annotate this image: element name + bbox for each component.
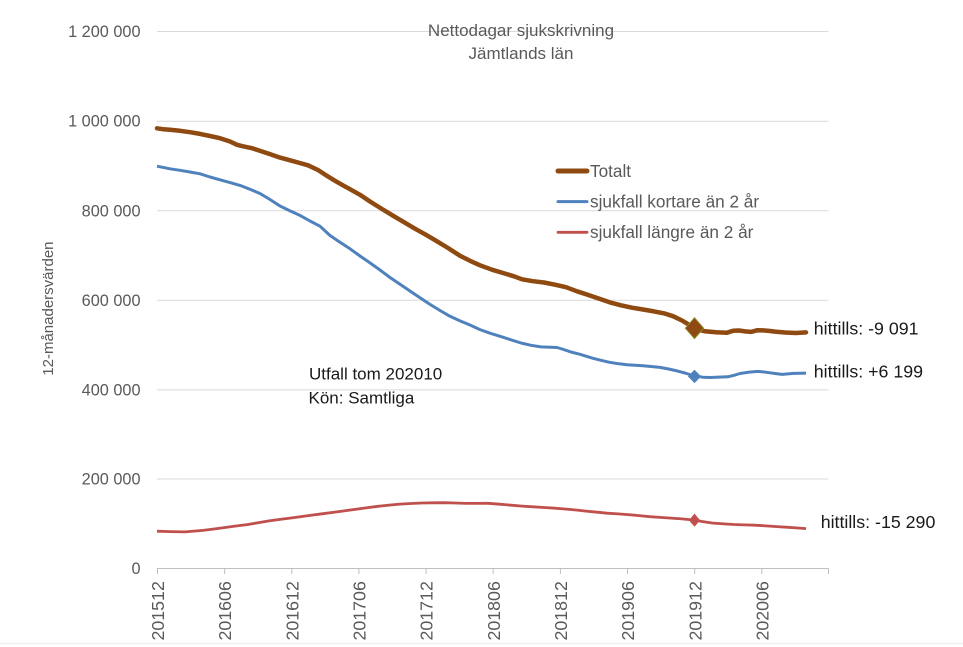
svg-text:hittills: +6 199: hittills: +6 199	[814, 362, 923, 382]
svg-text:hittills: -15 290: hittills: -15 290	[821, 512, 936, 532]
svg-text:200 000: 200 000	[82, 471, 141, 489]
svg-text:201512: 201512	[148, 581, 168, 640]
svg-text:hittills: -9 091: hittills: -9 091	[814, 319, 919, 339]
svg-text:Kön: Samtliga: Kön: Samtliga	[309, 388, 415, 407]
svg-text:201612: 201612	[282, 581, 302, 640]
svg-text:202006: 202006	[752, 581, 772, 640]
svg-text:sjukfall längre än 2 år: sjukfall längre än 2 år	[590, 222, 754, 242]
svg-text:201812: 201812	[551, 581, 571, 640]
svg-text:201912: 201912	[685, 581, 705, 640]
svg-text:Nettodagar sjukskrivning: Nettodagar sjukskrivning	[428, 21, 614, 40]
svg-text:0: 0	[131, 560, 140, 578]
svg-text:Jämtlands län: Jämtlands län	[469, 44, 574, 63]
svg-text:600 000: 600 000	[82, 292, 141, 310]
svg-text:Totalt: Totalt	[590, 161, 631, 181]
svg-text:sjukfall kortare än 2 år: sjukfall kortare än 2 år	[590, 191, 759, 211]
svg-text:1 000 000: 1 000 000	[68, 113, 140, 131]
svg-text:1 200 000: 1 200 000	[68, 23, 140, 41]
svg-text:201712: 201712	[417, 581, 437, 640]
svg-text:201906: 201906	[618, 581, 638, 640]
svg-text:800 000: 800 000	[82, 202, 141, 220]
svg-text:Utfall tom 202010: Utfall tom 202010	[309, 364, 442, 383]
svg-text:400 000: 400 000	[82, 381, 141, 399]
svg-text:201606: 201606	[215, 581, 235, 640]
svg-text:201706: 201706	[350, 581, 370, 640]
svg-text:201806: 201806	[484, 581, 504, 640]
svg-text:12-månadersvärden: 12-månadersvärden	[40, 241, 57, 375]
